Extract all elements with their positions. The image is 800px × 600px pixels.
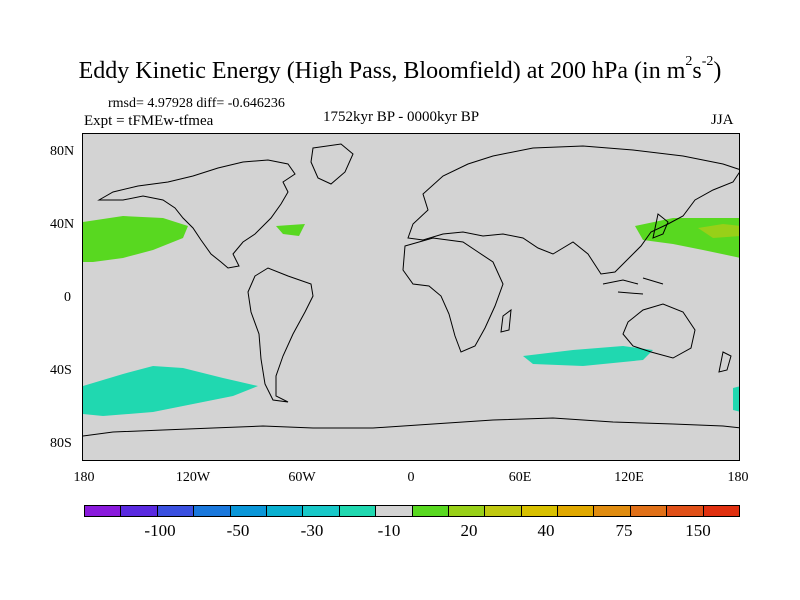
lat-label-80n: 80N bbox=[50, 144, 75, 159]
coast-africa bbox=[402, 237, 504, 353]
colorbar-swatch bbox=[521, 506, 559, 516]
lat-label-40n: 40N bbox=[50, 217, 75, 232]
colorbar-swatch bbox=[230, 506, 267, 516]
colorbar-swatch bbox=[194, 506, 231, 516]
coastlines bbox=[83, 143, 739, 437]
lon-label-120w: 120W bbox=[175, 470, 211, 485]
anomaly-cyan-south-pacific bbox=[83, 366, 258, 416]
coast-new-zealand bbox=[718, 351, 732, 373]
coast-south-america bbox=[247, 267, 314, 403]
lon-label-0: 0 bbox=[407, 470, 415, 485]
anomaly-green-north-atlantic bbox=[276, 224, 305, 236]
colorbar-swatch bbox=[303, 506, 340, 516]
anomaly-cyan-south-indian bbox=[523, 346, 653, 366]
colorbar-label: -30 bbox=[300, 521, 324, 540]
colorbar-swatch bbox=[85, 506, 122, 516]
plot-title: Eddy Kinetic Energy (High Pass, Bloomfie… bbox=[78, 54, 722, 84]
colorbar-swatch bbox=[630, 506, 668, 516]
colorbar-swatch bbox=[703, 506, 740, 516]
coast-indonesia bbox=[602, 277, 664, 295]
colorbar-swatch bbox=[448, 506, 486, 516]
coast-antarctica bbox=[83, 417, 739, 437]
colorbar-label: 75 bbox=[615, 521, 633, 540]
lat-label-80s: 80S bbox=[50, 436, 72, 451]
lon-label-60w: 60W bbox=[288, 470, 316, 485]
coast-australia bbox=[622, 303, 696, 359]
lon-label-120e: 120E bbox=[614, 470, 644, 485]
colorbar-label: 150 bbox=[685, 521, 711, 540]
lon-label-60e: 60E bbox=[508, 470, 532, 485]
anomaly-cyan-southwest-pacific bbox=[733, 386, 739, 412]
colorbar-label: -50 bbox=[226, 521, 250, 540]
coast-madagascar bbox=[500, 308, 512, 333]
season-label: JJA bbox=[711, 112, 734, 128]
colorbar-swatch bbox=[485, 506, 522, 516]
colorbar bbox=[84, 505, 740, 517]
stats-label: rmsd= 4.97928 diff= -0.646236 bbox=[108, 96, 285, 111]
colorbar-swatch bbox=[412, 506, 449, 516]
colorbar-label: -10 bbox=[377, 521, 401, 540]
colorbar-swatch bbox=[667, 506, 704, 516]
anomaly-lightgreen-north-pacific bbox=[698, 224, 739, 238]
colorbar-swatch bbox=[121, 506, 158, 516]
lat-label-eq: 0 bbox=[64, 290, 71, 305]
colorbar-swatch bbox=[339, 506, 377, 516]
coast-greenland bbox=[310, 143, 354, 185]
experiment-label: Expt = tFMEw-tfmea bbox=[84, 113, 214, 129]
colorbar-label: -100 bbox=[144, 521, 176, 540]
world-map bbox=[83, 143, 739, 437]
lon-label-180w: 180 bbox=[73, 470, 95, 485]
colorbar-swatch bbox=[157, 506, 195, 516]
colorbar-swatch bbox=[266, 506, 304, 516]
colorbar-swatch bbox=[594, 506, 631, 516]
colorbar-label: 20 bbox=[460, 521, 478, 540]
coast-eurasia bbox=[407, 145, 739, 275]
anomaly-fields bbox=[83, 216, 739, 416]
lon-label-180e: 180 bbox=[727, 470, 749, 485]
coast-north-america bbox=[97, 159, 296, 269]
anomaly-green-north-pacific-west bbox=[635, 218, 739, 258]
map-frame bbox=[82, 133, 740, 461]
coast-japan bbox=[652, 213, 669, 239]
colorbar-label: 40 bbox=[537, 521, 555, 540]
anomaly-green-north-pacific-east bbox=[83, 216, 188, 262]
colorbar-swatch bbox=[558, 506, 595, 516]
period-label: 1752kyr BP - 0000kyr BP bbox=[323, 109, 480, 125]
colorbar-swatch bbox=[376, 506, 413, 516]
lat-label-40s: 40S bbox=[50, 363, 72, 378]
